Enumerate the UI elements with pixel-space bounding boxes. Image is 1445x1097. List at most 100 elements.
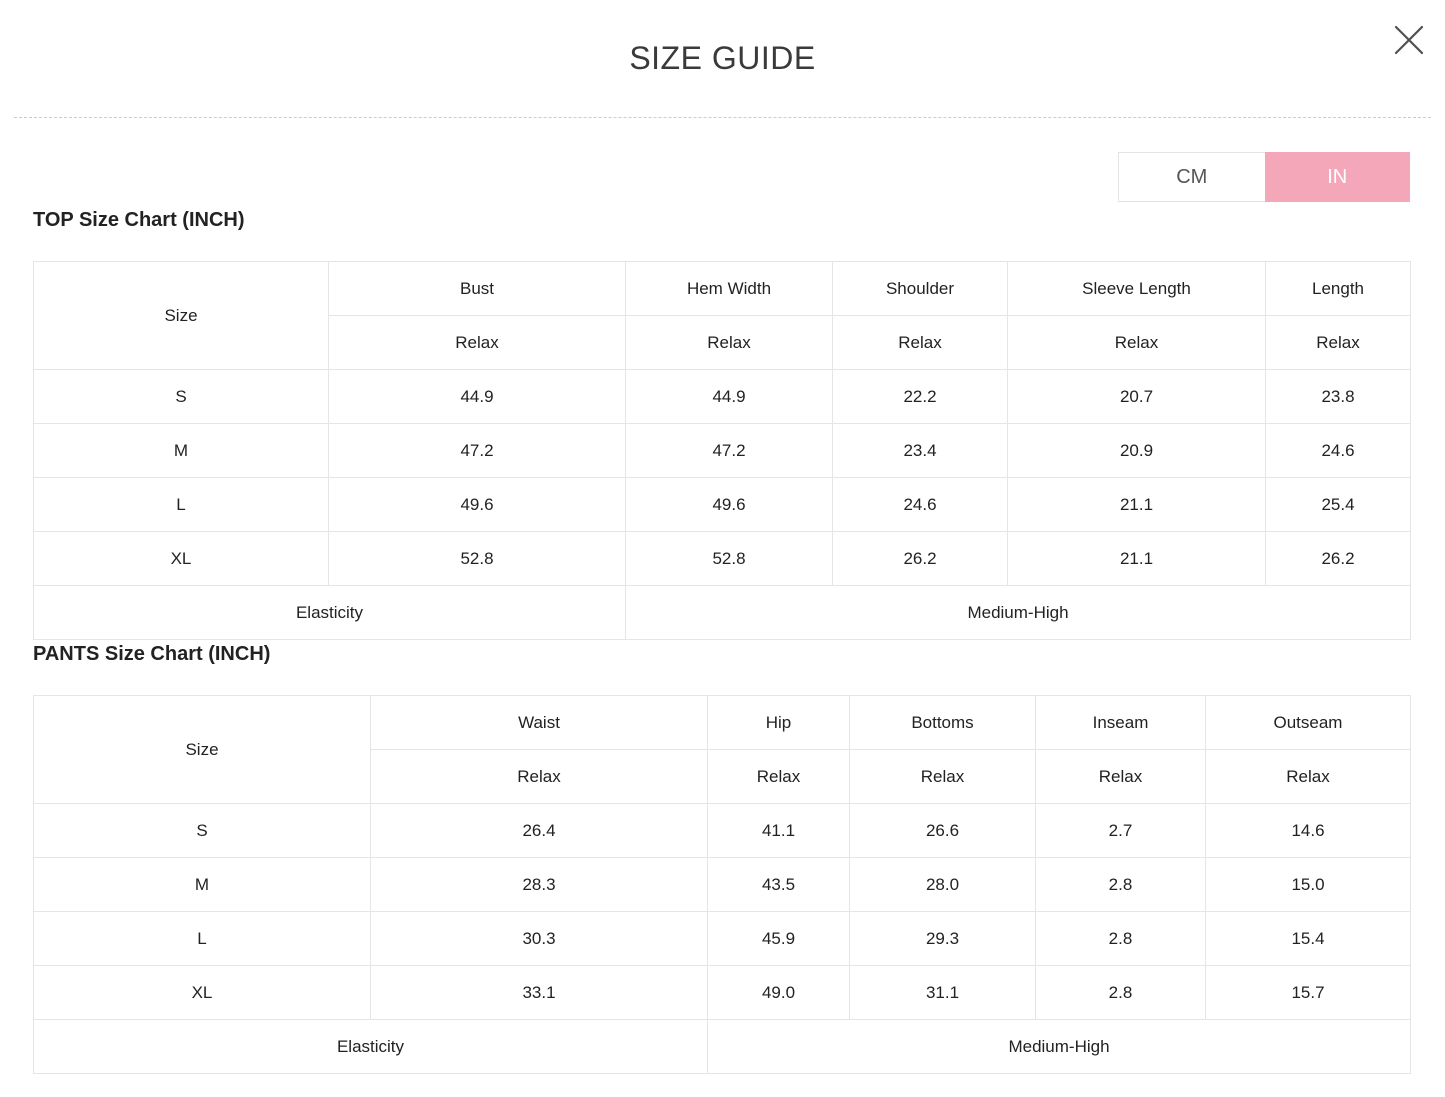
table-row: M 28.3 43.5 28.0 2.8 15.0 xyxy=(33,857,1411,912)
value-cell: 45.9 xyxy=(707,911,850,966)
elasticity-row: Elasticity Medium-High xyxy=(33,585,1411,640)
elasticity-row: Elasticity Medium-High xyxy=(33,1019,1411,1074)
value-cell: 20.9 xyxy=(1007,423,1266,478)
column-header-hip: Hip xyxy=(707,695,850,750)
top-fit-row: Relax Relax Relax Relax Relax xyxy=(34,315,1411,370)
value-cell: 49.0 xyxy=(707,965,850,1020)
value-cell: 28.3 xyxy=(370,857,708,912)
column-header-hem-width: Hem Width xyxy=(625,261,833,316)
elasticity-value: Medium-High xyxy=(707,1019,1411,1074)
top-header-row: Size Bust Hem Width Shoulder Sleeve Leng… xyxy=(33,261,1411,370)
value-cell: 26.2 xyxy=(832,531,1008,586)
pants-chart-heading: PANTS Size Chart (INCH) xyxy=(33,643,271,665)
value-cell: 15.4 xyxy=(1205,911,1411,966)
size-guide-modal: SIZE GUIDE CM IN TOP Size Chart (INCH) S… xyxy=(0,0,1445,1074)
size-cell: L xyxy=(33,911,371,966)
modal-title: SIZE GUIDE xyxy=(629,40,816,76)
pants-size-table: Size Waist Hip Bottoms Inseam Outseam Re… xyxy=(33,695,1411,1074)
unit-toggle: CM IN xyxy=(1118,152,1410,202)
column-header-waist: Waist xyxy=(370,695,708,750)
column-header-length: Length xyxy=(1265,261,1411,316)
value-cell: 15.7 xyxy=(1205,965,1411,1020)
table-row: S 44.9 44.9 22.2 20.7 23.8 xyxy=(33,369,1411,424)
value-cell: 41.1 xyxy=(707,803,850,858)
value-cell: 26.2 xyxy=(1265,531,1411,586)
value-cell: 44.9 xyxy=(625,369,833,424)
value-cell: 23.8 xyxy=(1265,369,1411,424)
table-row: L 49.6 49.6 24.6 21.1 25.4 xyxy=(33,477,1411,532)
fit-cell: Relax xyxy=(849,749,1036,804)
value-cell: 26.6 xyxy=(849,803,1036,858)
size-cell: M xyxy=(33,423,329,478)
fit-cell: Relax xyxy=(370,749,708,804)
size-cell: S xyxy=(33,369,329,424)
value-cell: 33.1 xyxy=(370,965,708,1020)
modal-header: SIZE GUIDE xyxy=(0,0,1445,117)
column-header-bottoms: Bottoms xyxy=(849,695,1036,750)
top-chart-heading: TOP Size Chart (INCH) xyxy=(33,209,245,231)
pants-fit-row: Relax Relax Relax Relax Relax xyxy=(34,749,1411,804)
column-header-inseam: Inseam xyxy=(1035,695,1206,750)
modal-content: CM IN TOP Size Chart (INCH) Size Bust He… xyxy=(0,152,1445,1074)
value-cell: 30.3 xyxy=(370,911,708,966)
size-cell: M xyxy=(33,857,371,912)
value-cell: 47.2 xyxy=(328,423,626,478)
table-row: XL 52.8 52.8 26.2 21.1 26.2 xyxy=(33,531,1411,586)
table-row: XL 33.1 49.0 31.1 2.8 15.7 xyxy=(33,965,1411,1020)
value-cell: 29.3 xyxy=(849,911,1036,966)
value-cell: 49.6 xyxy=(328,477,626,532)
fit-cell: Relax xyxy=(1035,749,1206,804)
column-header-sleeve-length: Sleeve Length xyxy=(1007,261,1266,316)
size-cell: XL xyxy=(33,531,329,586)
close-icon xyxy=(1394,25,1424,55)
value-cell: 52.8 xyxy=(328,531,626,586)
unit-toggle-cm[interactable]: CM xyxy=(1119,153,1265,201)
value-cell: 24.6 xyxy=(832,477,1008,532)
table-row: L 30.3 45.9 29.3 2.8 15.4 xyxy=(33,911,1411,966)
size-cell: S xyxy=(33,803,371,858)
value-cell: 52.8 xyxy=(625,531,833,586)
unit-toggle-in[interactable]: IN xyxy=(1264,152,1410,202)
fit-cell: Relax xyxy=(1265,315,1411,370)
fit-cell: Relax xyxy=(707,749,850,804)
elasticity-label: Elasticity xyxy=(33,1019,708,1074)
value-cell: 2.8 xyxy=(1035,965,1206,1020)
value-cell: 43.5 xyxy=(707,857,850,912)
size-cell: XL xyxy=(33,965,371,1020)
value-cell: 44.9 xyxy=(328,369,626,424)
value-cell: 2.7 xyxy=(1035,803,1206,858)
column-header-shoulder: Shoulder xyxy=(832,261,1008,316)
pants-header-row: Size Waist Hip Bottoms Inseam Outseam xyxy=(33,695,1411,804)
value-cell: 21.1 xyxy=(1007,477,1266,532)
value-cell: 22.2 xyxy=(832,369,1008,424)
value-cell: 23.4 xyxy=(832,423,1008,478)
value-cell: 25.4 xyxy=(1265,477,1411,532)
value-cell: 47.2 xyxy=(625,423,833,478)
size-corner-header: Size xyxy=(33,261,329,370)
header-divider xyxy=(14,117,1431,118)
size-cell: L xyxy=(33,477,329,532)
table-row: M 47.2 47.2 23.4 20.9 24.6 xyxy=(33,423,1411,478)
fit-cell: Relax xyxy=(1205,749,1411,804)
value-cell: 14.6 xyxy=(1205,803,1411,858)
table-row: S 26.4 41.1 26.6 2.7 14.6 xyxy=(33,803,1411,858)
close-button[interactable] xyxy=(1388,19,1430,61)
size-corner-header: Size xyxy=(33,695,371,804)
column-header-outseam: Outseam xyxy=(1205,695,1411,750)
value-cell: 26.4 xyxy=(370,803,708,858)
value-cell: 49.6 xyxy=(625,477,833,532)
value-cell: 28.0 xyxy=(849,857,1036,912)
top-size-table: Size Bust Hem Width Shoulder Sleeve Leng… xyxy=(33,261,1411,640)
fit-cell: Relax xyxy=(1007,315,1266,370)
value-cell: 2.8 xyxy=(1035,911,1206,966)
fit-cell: Relax xyxy=(832,315,1008,370)
fit-cell: Relax xyxy=(625,315,833,370)
value-cell: 20.7 xyxy=(1007,369,1266,424)
value-cell: 15.0 xyxy=(1205,857,1411,912)
value-cell: 24.6 xyxy=(1265,423,1411,478)
column-header-bust: Bust xyxy=(328,261,626,316)
value-cell: 21.1 xyxy=(1007,531,1266,586)
value-cell: 2.8 xyxy=(1035,857,1206,912)
value-cell: 31.1 xyxy=(849,965,1036,1020)
fit-cell: Relax xyxy=(328,315,626,370)
